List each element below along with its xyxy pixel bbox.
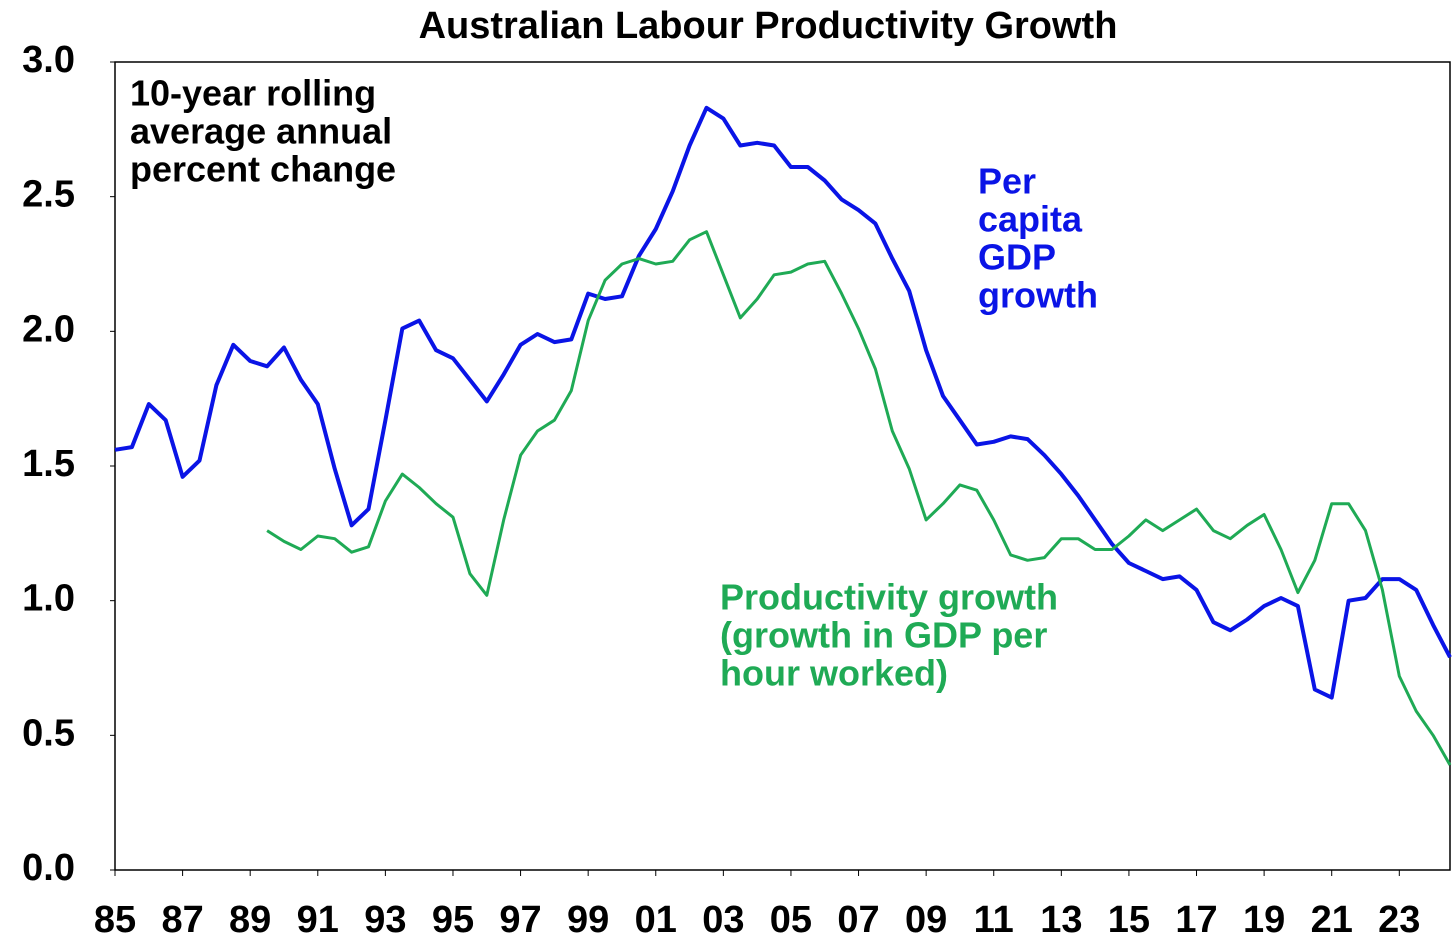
y-tick-label: 3.0 <box>22 39 75 81</box>
y-tick-label: 1.5 <box>22 443 75 485</box>
x-tick-label: 11 <box>974 899 1014 941</box>
series-line <box>114 105 1452 700</box>
x-tick-label: 93 <box>364 899 406 941</box>
chart-title: Australian Labour Productivity Growth <box>419 5 1118 47</box>
x-tick-label: 09 <box>905 899 947 941</box>
x-tick-label: 85 <box>94 899 136 941</box>
series-line <box>266 230 1452 766</box>
x-tick-label: 87 <box>161 899 203 941</box>
x-tick-label: 03 <box>702 899 744 941</box>
series-annotation: GDP <box>978 237 1056 278</box>
y-tick-label: 0.5 <box>22 712 75 754</box>
note: percent change <box>130 149 396 190</box>
series-annotation: capita <box>978 199 1083 240</box>
series-annotation: Productivity growth <box>720 577 1058 618</box>
series-annotation: hour worked) <box>720 653 948 694</box>
y-tick-label: 2.0 <box>22 308 75 350</box>
x-tick-label: 21 <box>1311 899 1353 941</box>
x-tick-label: 15 <box>1108 899 1150 941</box>
x-tick-label: 97 <box>499 899 541 941</box>
y-tick-label: 0.0 <box>22 847 75 889</box>
x-tick-label: 07 <box>837 899 879 941</box>
x-tick-label: 89 <box>229 899 271 941</box>
note: average annual <box>130 111 392 152</box>
x-tick-label: 91 <box>297 899 339 941</box>
x-tick-label: 01 <box>635 899 677 941</box>
x-tick-label: 23 <box>1378 899 1420 941</box>
y-tick-label: 2.5 <box>22 174 75 216</box>
x-tick-label: 19 <box>1243 899 1285 941</box>
x-tick-label: 17 <box>1175 899 1217 941</box>
series-annotation: growth <box>978 275 1098 316</box>
y-tick-label: 1.0 <box>22 578 75 620</box>
x-tick-label: 05 <box>770 899 812 941</box>
x-tick-label: 99 <box>567 899 609 941</box>
x-tick-label: 95 <box>432 899 474 941</box>
series-annotation: (growth in GDP per <box>720 615 1047 656</box>
series-annotation: Per <box>978 161 1036 202</box>
x-tick-label: 13 <box>1040 899 1082 941</box>
note: 10-year rolling <box>130 73 376 114</box>
